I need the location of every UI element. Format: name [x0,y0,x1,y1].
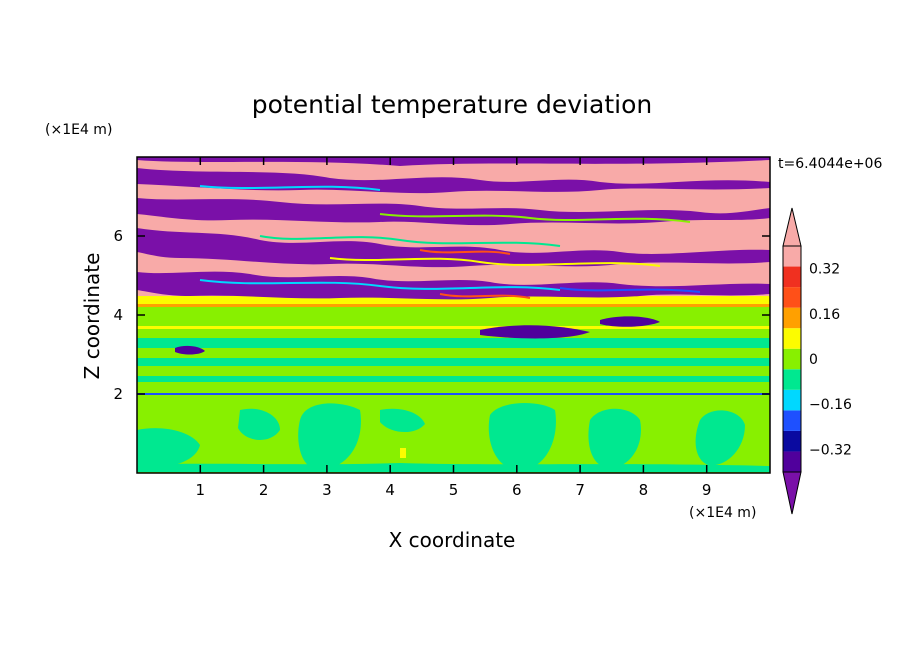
colorbar-bin-1 [783,451,801,472]
colorbar-bin-11 [783,246,801,267]
colorbar-tick-label: 0.16 [809,307,840,323]
chart-title: potential temperature deviation [252,90,652,119]
y-axis: 2 4 6 [113,227,770,403]
colorbar-bin-8 [783,307,801,329]
colorbar: 0.32 0.16 0 −0.16 −0.32 [782,207,852,515]
x-tick-label: 6 [512,481,522,499]
plot-area [137,157,770,473]
y-tick-label: 2 [113,385,123,403]
colorbar-bin-2 [783,430,801,452]
colorbar-bin-9 [783,287,801,308]
colorbar-bin-7 [783,328,801,349]
colorbar-frame [782,245,802,473]
colorbar-tick-label: −0.16 [809,397,852,413]
colorbar-under-arrow [782,471,802,515]
x-tick-label: 5 [449,481,459,499]
colorbar-tick-label: 0.32 [809,262,840,278]
colorbar-bin-5 [783,369,801,390]
lower-layer-fill [137,394,770,473]
x-axis-label: X coordinate [389,528,516,552]
y-tick-label: 4 [113,306,123,324]
upper-layer-features [137,157,770,300]
time-label: t=6.4044e+06 [778,156,882,172]
x-tick-label: 2 [259,481,269,499]
y-tick-label: 6 [113,227,123,245]
colorbar-bin-4 [783,389,801,411]
x-unit-label: (×1E4 m) [689,505,756,521]
x-tick-label: 8 [639,481,649,499]
x-tick-label: 4 [385,481,395,499]
y-axis-label: Z coordinate [80,253,104,380]
x-tick-label: 3 [322,481,332,499]
colorbar-bin-3 [783,410,801,431]
lower-layer-features [137,393,770,472]
x-tick-label: 7 [575,481,585,499]
x-axis: 1 2 3 4 5 6 7 8 9 [196,157,712,499]
y-unit-label: (×1E4 m) [45,122,112,138]
colorbar-tick-label: 0 [809,352,818,368]
colorbar-tick-label: −0.32 [809,442,852,458]
x-tick-label: 1 [196,481,206,499]
colorbar-bin-6 [783,348,801,370]
x-tick-label: 9 [702,481,712,499]
middle-layer-features [137,296,770,382]
colorbar-over-arrow [782,207,802,247]
colorbar-bin-10 [783,266,801,288]
